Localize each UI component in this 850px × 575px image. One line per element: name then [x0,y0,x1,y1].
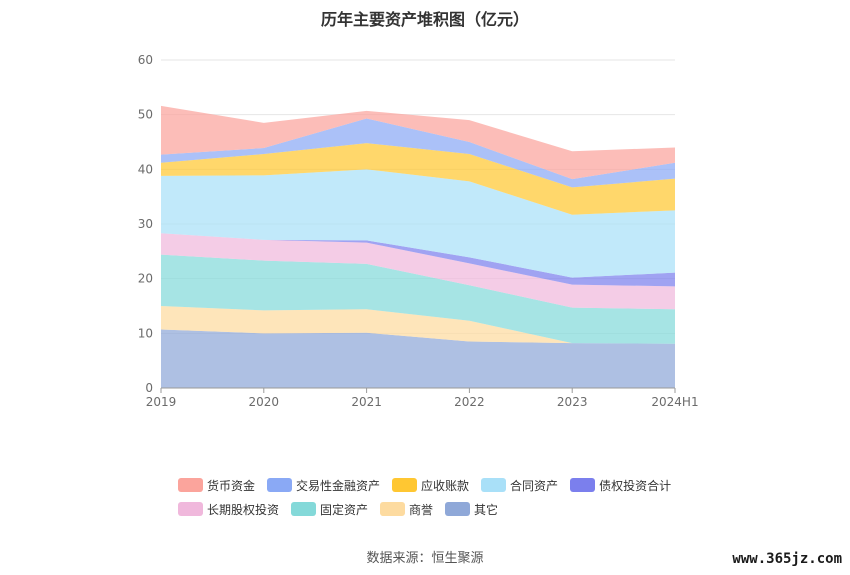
area-series-7 [161,118,675,188]
legend-swatch [445,502,471,516]
legend-label: 固定资产 [320,502,369,517]
legend-label: 合同资产 [510,478,559,493]
legend-swatch [267,478,293,492]
legend-label: 长期股权投资 [207,502,280,517]
x-tick-label: 2022 [454,395,485,409]
y-tick-label: 50 [138,108,153,122]
legend-swatch [481,478,507,492]
legend-label: 应收账款 [421,478,470,493]
area-series-3 [161,233,675,310]
area-series-1 [161,306,675,344]
x-tick-label: 2021 [351,395,382,409]
x-tick-label: 2019 [146,395,177,409]
x-tick-label: 2020 [249,395,280,409]
x-tick-label: 2023 [557,395,588,409]
legend-swatch [570,478,596,492]
legend-row: 长期股权投资 固定资产 商誉 其它 [178,497,698,521]
legend-swatch [392,478,418,492]
area-series-5 [161,169,675,278]
y-tick-label: 0 [145,381,153,395]
watermark: www.365jz.com [732,551,842,567]
y-tick-label: 10 [138,326,153,340]
legend-item[interactable]: 商誉 [380,501,433,518]
legend-swatch [178,478,203,492]
area-series-8 [161,105,675,180]
legend-item[interactable]: 债权投资合计 [570,477,671,494]
y-tick-label: 20 [138,272,153,286]
legend-label: 商誉 [409,502,434,517]
chart-title: 历年主要资产堆积图（亿元） [320,10,529,29]
legend-swatch [178,502,203,516]
legend-item[interactable]: 交易性金融资产 [267,477,380,494]
legend: 货币资金 交易性金融资产 应收账款 合同资产 债权投资合计 长期股权投资 固定资产 商誉 其它 [178,473,698,521]
legend-label: 债权投资合计 [599,478,672,493]
legend-swatch [291,502,317,516]
legend-label: 其它 [474,502,499,517]
y-tick-label: 30 [138,217,153,231]
area-series-4 [161,233,675,287]
legend-item[interactable]: 应收账款 [392,477,469,494]
legend-label: 货币资金 [207,478,256,493]
legend-item[interactable]: 合同资产 [481,477,558,494]
legend-item[interactable]: 固定资产 [291,501,368,518]
y-tick-label: 60 [138,53,153,67]
legend-item[interactable]: 货币资金 [178,477,255,494]
axis-layer: 0 10 20 30 40 50 60 2019 2020 2021 2022 2023 2024H1 [138,53,699,409]
legend-item[interactable]: 长期股权投资 [178,501,279,518]
legend-row: 货币资金 交易性金融资产 应收账款 合同资产 债权投资合计 [178,473,698,497]
area-layer [161,105,675,388]
area-series-6 [161,143,675,215]
area-series-0 [161,329,675,388]
source-note: 数据来源：恒生聚源 [366,551,484,566]
area-series-2 [161,254,675,344]
x-tick-label: 2024H1 [651,395,698,409]
y-tick-label: 40 [138,162,153,176]
legend-item[interactable]: 其它 [445,501,498,518]
legend-label: 交易性金融资产 [296,478,381,493]
legend-swatch [380,502,406,516]
